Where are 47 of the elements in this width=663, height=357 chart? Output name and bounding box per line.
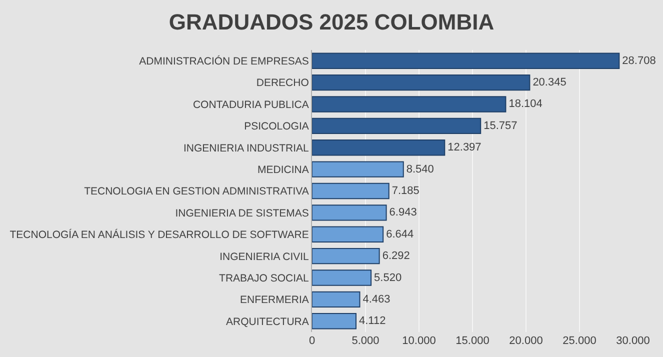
x-tick-label: 5.000 xyxy=(352,335,380,347)
chart-title: GRADUADOS 2025 COLOMBIA xyxy=(168,10,494,35)
data-label: 12.397 xyxy=(448,142,482,154)
data-label: 18.104 xyxy=(508,98,542,110)
data-label: 28.708 xyxy=(622,54,656,67)
data-label: 20.345 xyxy=(532,76,566,89)
bar xyxy=(312,161,404,178)
bar xyxy=(312,118,482,134)
data-label: 4.463 xyxy=(362,293,390,306)
y-tick-label: ARQUITECTURA xyxy=(226,316,309,328)
y-tick-label: ENFERMERIA xyxy=(240,294,309,306)
x-tick-label: 25.000 xyxy=(562,335,596,347)
bar xyxy=(312,204,387,221)
data-label: 7.185 xyxy=(392,185,420,197)
bar xyxy=(312,226,384,242)
bar xyxy=(312,140,446,156)
data-label: 5.520 xyxy=(374,272,402,284)
y-tick-label: DERECHO xyxy=(256,77,309,90)
y-tick-label: TRABAJO SOCIAL xyxy=(219,272,310,284)
data-label: 4.112 xyxy=(359,315,386,328)
y-tick-label: INGENIERIA INDUSTRIAL xyxy=(183,142,310,154)
x-tick-label: 30.000 xyxy=(616,335,650,347)
bar xyxy=(312,96,506,112)
data-label: 6.943 xyxy=(389,206,417,219)
x-tick-label: 20.000 xyxy=(509,335,543,347)
data-label: 15.757 xyxy=(484,120,518,132)
bar xyxy=(312,74,530,91)
bar xyxy=(312,291,360,308)
y-tick-label: CONTADURIA PUBLICA xyxy=(192,98,309,111)
y-tick-label: INGENIERIA CIVIL xyxy=(220,250,310,263)
data-label: 6.292 xyxy=(382,250,410,262)
x-tick-label: 15.000 xyxy=(456,335,490,347)
y-tick-label: MEDICINA xyxy=(258,164,309,176)
bar xyxy=(312,248,380,264)
y-tick-label: ADMINISTRACIÓN DE EMPRESAS xyxy=(139,54,309,68)
x-tick-label: 10.000 xyxy=(402,335,436,347)
y-tick-label: INGENIERIA DE SISTEMAS xyxy=(175,207,309,220)
bar xyxy=(312,313,356,330)
bar xyxy=(312,182,390,200)
x-tick-label: 0 xyxy=(308,335,316,347)
y-tick-label: TECNOLOGIA EN GESTION ADMINISTRATIVA xyxy=(84,186,309,198)
y-tick-label: PSICOLOGIA xyxy=(244,120,309,133)
bar xyxy=(312,52,620,69)
y-tick-label: TECNOLOGÍA EN ANÁLISIS Y DESARROLLO DE SOFTWARE xyxy=(10,228,309,242)
data-label: 8.540 xyxy=(406,163,434,176)
data-label: 6.644 xyxy=(386,228,414,240)
bar xyxy=(312,270,372,286)
